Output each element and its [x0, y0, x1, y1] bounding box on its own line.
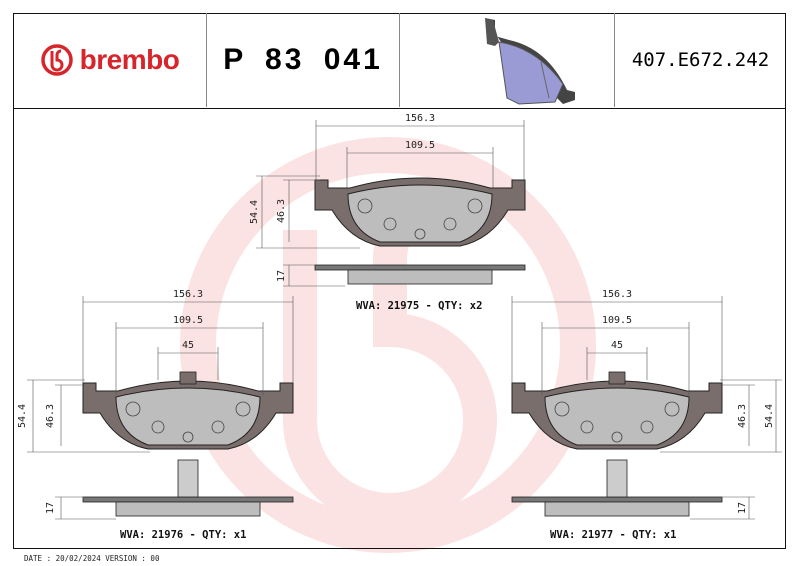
pad-view-top: 156.3 109.5 54.4 46.3 17 [249, 113, 526, 287]
dim-height-total: 54.4 [249, 200, 260, 224]
title-block: brembo P 83 041 407.E672.242 [13, 13, 786, 109]
dim-width-total: 156.3 [405, 113, 435, 124]
dim-width-inner: 109.5 [173, 315, 203, 326]
footer-date-version: DATE : 20/02/2024 VERSION : 00 [24, 554, 160, 563]
dim-width-inner: 109.5 [405, 140, 435, 151]
caption-right: WVA: 21977 - QTY: x1 [550, 529, 677, 541]
dim-height-total: 54.4 [764, 404, 775, 428]
dim-thickness: 17 [45, 502, 56, 514]
part-number-cell: P 83 041 [207, 13, 400, 107]
dim-height-inner: 46.3 [737, 404, 748, 428]
part-number: P 83 041 [223, 43, 383, 76]
dim-height-total: 54.4 [17, 404, 28, 428]
caption-top: WVA: 21975 - QTY: x2 [356, 300, 483, 312]
product-image-cell [400, 13, 615, 107]
brembo-logo-icon [40, 44, 73, 76]
pad-view-right: 156.3 109.5 45 54.4 46.3 17 [511, 289, 782, 520]
brembo-logo: brembo [40, 43, 180, 77]
brand-cell: brembo [13, 13, 207, 107]
pad-view-left: 156.3 109.5 45 54.4 46.3 17 [17, 289, 294, 520]
dim-thickness: 17 [276, 270, 287, 282]
dim-width-sensor: 45 [182, 340, 194, 351]
dim-width-total: 156.3 [173, 289, 203, 300]
reference-code: 407.E672.242 [631, 49, 770, 71]
brand-name: brembo [79, 44, 180, 75]
dim-width-inner: 109.5 [602, 315, 632, 326]
reference-cell: 407.E672.242 [615, 13, 786, 107]
dim-height-inner: 46.3 [276, 199, 287, 223]
dim-width-sensor: 45 [611, 340, 623, 351]
dim-width-total: 156.3 [602, 289, 632, 300]
dim-thickness: 17 [737, 502, 748, 514]
brake-pad-render [485, 18, 575, 105]
dim-height-inner: 46.3 [45, 404, 56, 428]
caption-left: WVA: 21976 - QTY: x1 [120, 529, 247, 541]
